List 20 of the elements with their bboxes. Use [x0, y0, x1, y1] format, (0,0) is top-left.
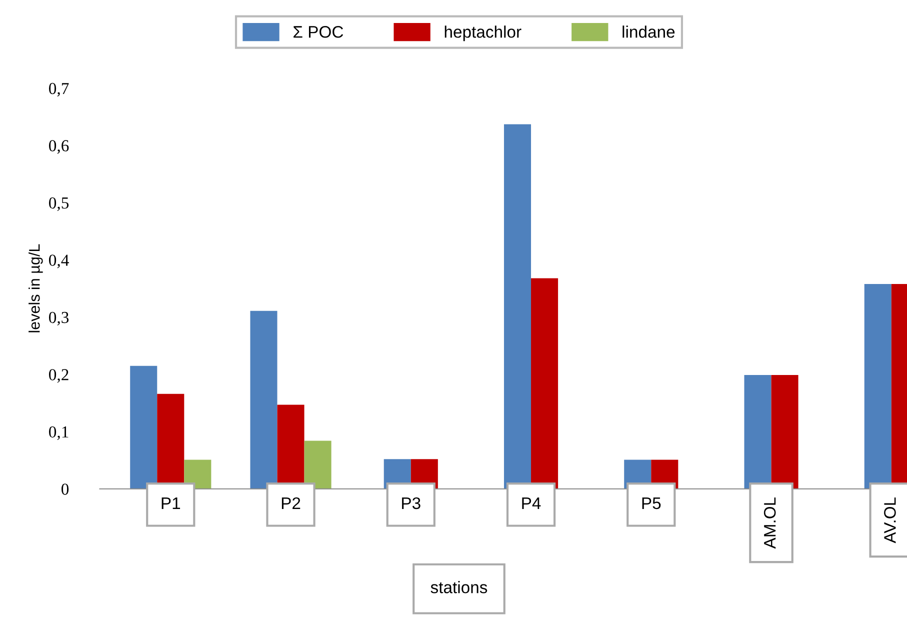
x-axis-title: stations — [430, 581, 488, 594]
y-tick-label: 0 — [62, 484, 69, 495]
y-tick-label: 0,7 — [49, 82, 69, 97]
y-tick-label: 0,6 — [49, 140, 69, 154]
y-tick-label: 0,4 — [49, 254, 69, 268]
y-tick-label: 0,2 — [49, 369, 68, 383]
x-tick-label: P3 — [402, 497, 420, 510]
x-tick-label: P5 — [642, 498, 661, 510]
x-tick-label: P4 — [522, 498, 541, 509]
legend-label: lindane — [622, 26, 675, 38]
y-tick-label: 0,1 — [49, 426, 68, 440]
y-tick-label: 0,3 — [49, 312, 69, 326]
y-tick-label: 0,5 — [49, 197, 69, 212]
x-tick-label: P1 — [162, 498, 180, 509]
x-tick-label: AV.OL — [884, 497, 896, 544]
x-tick-label: AM.OL — [764, 497, 776, 549]
legend-label: heptachlor — [444, 26, 522, 42]
legend-label: Σ POC — [294, 26, 344, 38]
x-tick-label: P2 — [282, 497, 300, 509]
y-axis-title: levels in µg/L — [28, 244, 43, 332]
